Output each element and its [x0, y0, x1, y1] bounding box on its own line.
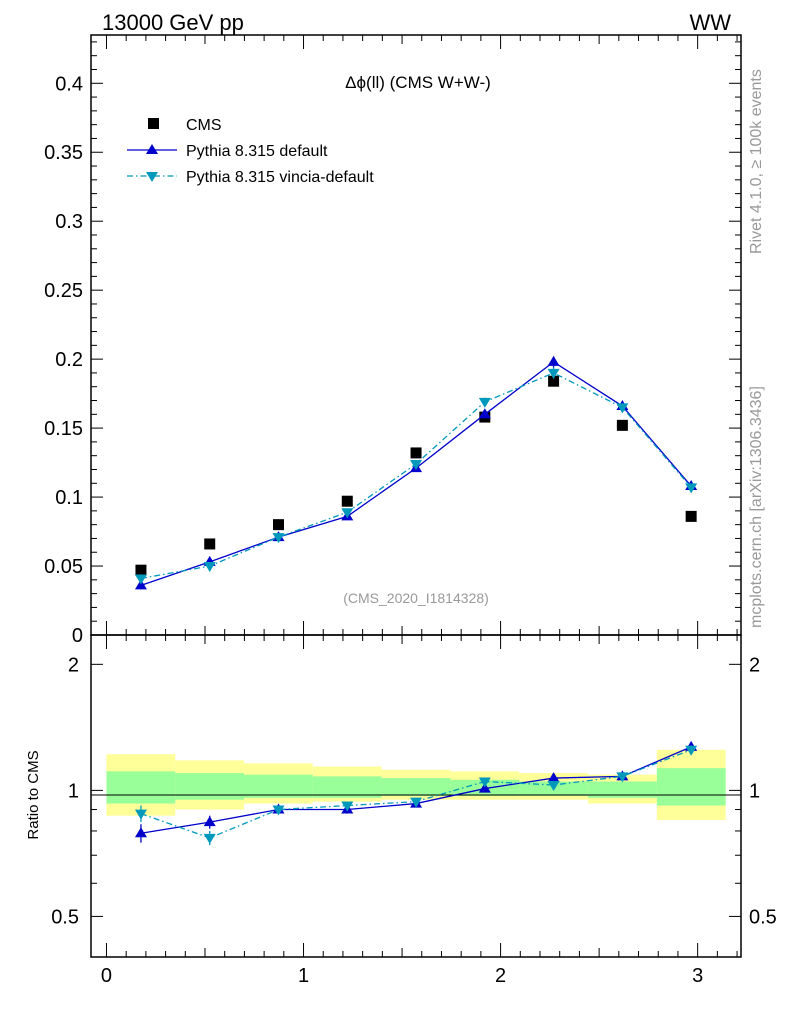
legend-marker-vincia: [146, 172, 158, 182]
ratio-y-tick-label-right: 2: [749, 654, 760, 676]
default-main-line: [140, 361, 692, 586]
header-energy-label: 13000 GeV pp: [102, 10, 244, 35]
cms-data-point: [548, 375, 560, 387]
cms-data-point: [204, 538, 216, 550]
x-tick-label: 0: [101, 965, 112, 987]
band-inner-bin: [175, 773, 245, 800]
vincia-ratio-point: [410, 797, 423, 808]
ratio-uncertainty-bands: [106, 749, 726, 820]
vincia-ratio-point: [203, 833, 216, 844]
vincia-ratio-point: [272, 805, 285, 816]
ratio-y-tick-label-right: 0.5: [749, 906, 777, 928]
y-tick-label: 0.35: [44, 142, 83, 164]
y-tick-label: 0.25: [44, 280, 83, 302]
y-tick-label: 0.4: [55, 73, 83, 95]
vincia-ratio-point: [547, 780, 560, 791]
default-ratio-point: [478, 782, 491, 793]
legend-label-default: Pythia 8.315 default: [186, 143, 328, 160]
cms-data-point: [341, 495, 353, 507]
ratio-panel: 0.5 0.5 1 1 2 2 Ratio to CMS: [25, 634, 777, 958]
vincia-main-point: [272, 533, 285, 544]
ratio-axis-ticks: 0.5 0.5 1 1 2 2: [51, 635, 777, 957]
vincia-main-point: [685, 483, 698, 494]
cms-data-point: [273, 519, 285, 531]
y-tick-label: 0.15: [44, 418, 83, 440]
mcplots-reference-label: mcplots.cern.ch [arXiv:1306.3436]: [748, 386, 765, 628]
cms-data-point: [616, 419, 628, 431]
band-inner-bin: [587, 781, 657, 798]
y-tick-label: 0.1: [55, 487, 83, 509]
cms-data-point: [135, 564, 147, 576]
y-tick-label: 0.05: [44, 556, 83, 578]
vincia-main-point: [341, 508, 354, 519]
rivet-version-label: Rivet 4.1.0, ≥ 100k events: [748, 69, 765, 254]
band-inner-bin: [381, 778, 451, 796]
ratio-data-series: [134, 740, 698, 846]
analysis-watermark: (CMS_2020_I1814328): [343, 590, 489, 606]
header-process-label: WW: [689, 10, 731, 35]
y-tick-label: 0.2: [55, 349, 83, 371]
vincia-ratio-point: [134, 809, 147, 820]
main-axis-ticks: 0 0.05 0.1 0.15 0.2 0.25 0.3 0.35 0.4: [44, 35, 741, 647]
main-panel: 0 0.05 0.1 0.15 0.2 0.25 0.3 0.35 0.4 Δϕ(ll) (CM…: [44, 34, 742, 647]
chart-title: Δϕ(ll) (CMS W+W-): [345, 73, 491, 92]
vincia-ratio-point: [478, 777, 491, 788]
ratio-y-tick-label-left: 0.5: [51, 906, 79, 928]
y-tick-label: 0.3: [55, 211, 83, 233]
ratio-y-axis-label: Ratio to CMS: [25, 750, 42, 839]
band-inner-bin: [244, 774, 313, 798]
default-main-point: [478, 408, 491, 419]
default-ratio-point: [134, 827, 147, 838]
legend-label-cms: CMS: [186, 117, 222, 134]
main-data-series: [134, 355, 698, 590]
vincia-main-point: [410, 459, 423, 470]
default-main-point: [547, 355, 560, 366]
cms-data-point: [685, 510, 697, 522]
cms-data-point: [410, 447, 422, 459]
x-tick-label: 3: [692, 965, 703, 987]
legend-label-vincia: Pythia 8.315 vincia-default: [186, 169, 374, 186]
vincia-main-line: [140, 372, 692, 580]
vincia-ratio-point: [616, 772, 629, 783]
y-tick-label: 0: [72, 625, 83, 647]
ratio-y-tick-label-left: 1: [68, 780, 79, 802]
vincia-main-point: [547, 368, 560, 379]
ratio-y-tick-label-left: 2: [68, 654, 79, 676]
legend: CMS Pythia 8.315 default Pythia 8.315 vi…: [127, 117, 374, 186]
band-inner-bin: [312, 776, 382, 798]
band-inner-bin: [106, 771, 176, 804]
vincia-main-point: [616, 403, 629, 414]
vincia-ratio-point: [341, 801, 354, 812]
band-inner-bin: [656, 768, 726, 806]
ratio-y-tick-label-right: 1: [749, 780, 760, 802]
x-tick-label: 1: [298, 965, 309, 987]
legend-marker-cms: [148, 118, 159, 129]
x-axis-tick-labels: 0 1 2 3: [101, 965, 703, 987]
x-tick-label: 2: [495, 965, 506, 987]
vincia-ratio-point: [685, 745, 698, 756]
vincia-main-point: [203, 562, 216, 573]
vincia-main-point: [478, 397, 491, 408]
default-ratio-point: [547, 772, 560, 783]
legend-marker-default: [146, 144, 158, 154]
default-ratio-point: [203, 816, 216, 827]
ratio-panel-frame: [90, 634, 742, 958]
vincia-main-point: [134, 574, 147, 585]
